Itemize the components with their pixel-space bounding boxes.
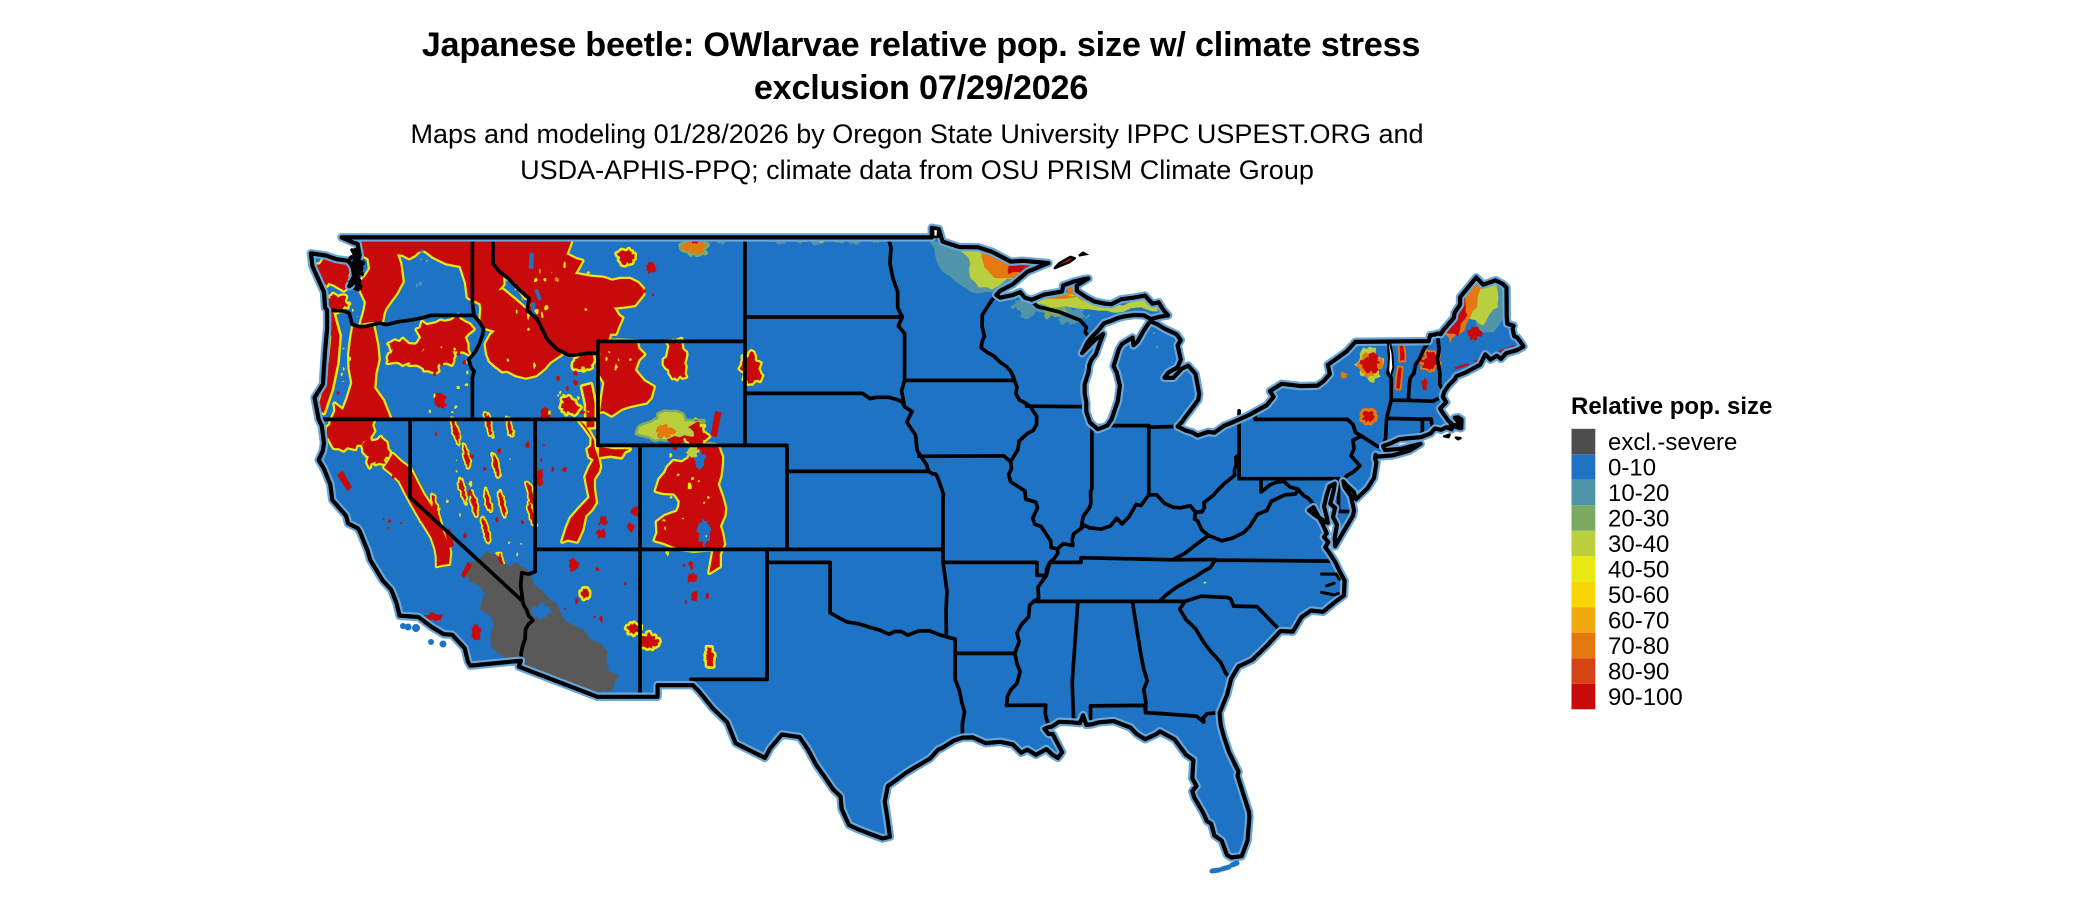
- svg-text:60-70: 60-70: [1608, 607, 1669, 634]
- svg-text:20-30: 20-30: [1608, 505, 1669, 532]
- svg-text:excl.-severe: excl.-severe: [1608, 429, 1737, 456]
- svg-text:0-10: 0-10: [1608, 454, 1656, 481]
- svg-text:10-20: 10-20: [1608, 480, 1669, 507]
- svg-text:40-50: 40-50: [1608, 556, 1669, 583]
- svg-text:Japanese beetle: OWlarvae rela: Japanese beetle: OWlarvae relative pop. …: [422, 26, 1421, 64]
- svg-text:Relative pop. size: Relative pop. size: [1571, 393, 1772, 420]
- svg-text:70-80: 70-80: [1608, 633, 1669, 660]
- svg-text:50-60: 50-60: [1608, 582, 1669, 609]
- svg-text:USDA-APHIS-PPQ; climate data f: USDA-APHIS-PPQ; climate data from OSU PR…: [520, 155, 1314, 185]
- svg-text:30-40: 30-40: [1608, 531, 1669, 558]
- svg-text:80-90: 80-90: [1608, 658, 1669, 685]
- svg-text:exclusion 07/29/2026: exclusion 07/29/2026: [754, 69, 1088, 107]
- svg-text:90-100: 90-100: [1608, 684, 1683, 711]
- svg-text:Maps and modeling 01/28/2026 b: Maps and modeling 01/28/2026 by Oregon S…: [410, 119, 1423, 149]
